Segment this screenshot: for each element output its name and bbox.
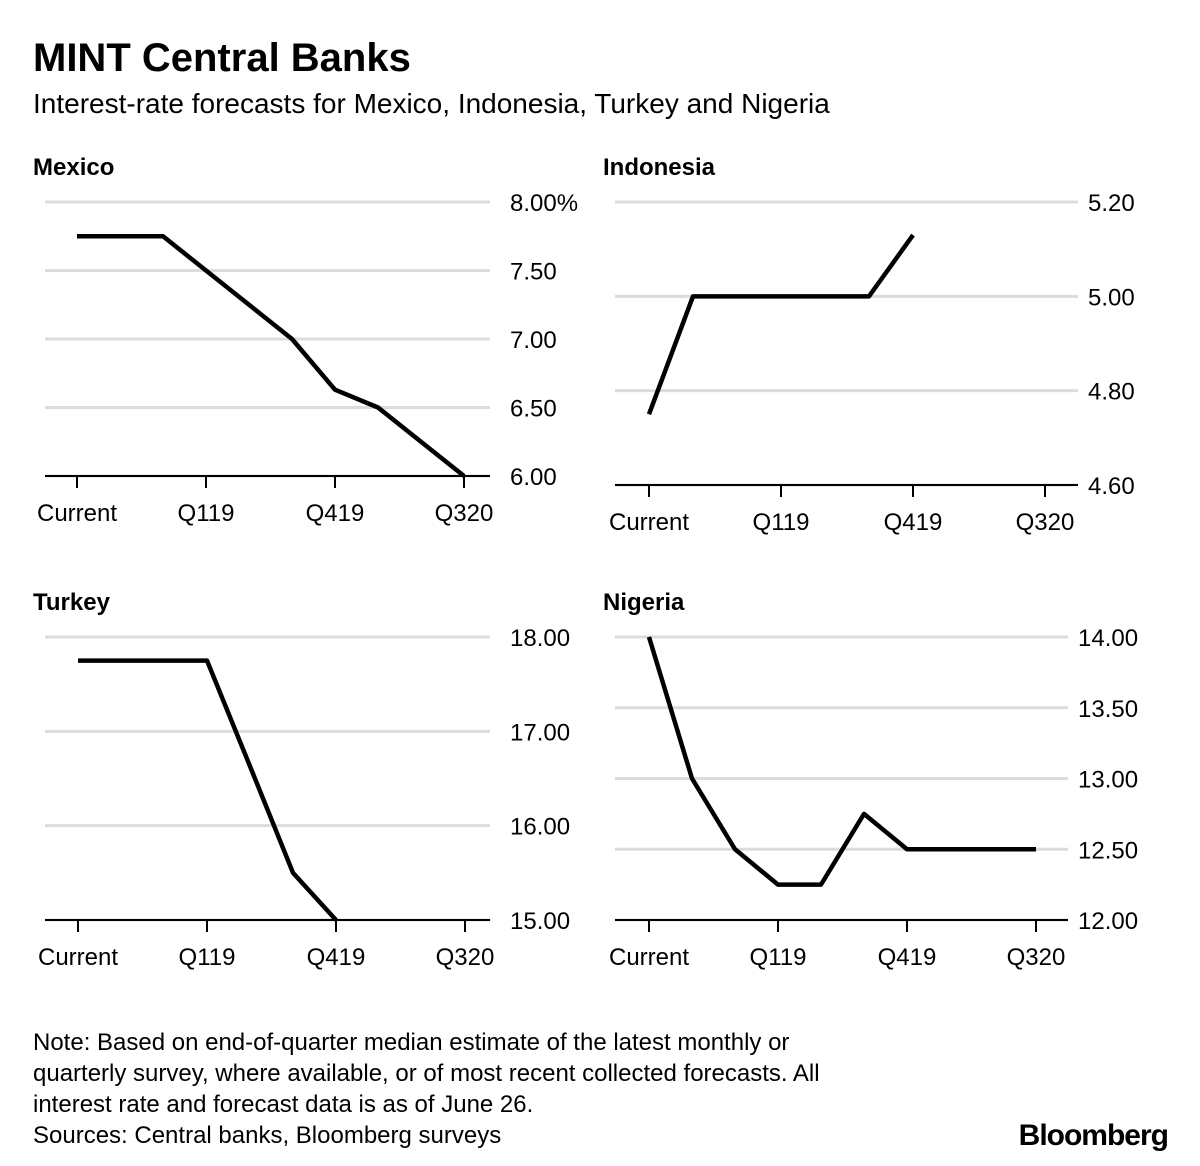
series-line xyxy=(77,234,466,478)
y-tick-label: 17.00 xyxy=(510,719,570,746)
x-tick-label: Current xyxy=(38,944,118,971)
x-tick-label: Q119 xyxy=(750,944,807,971)
x-tick-label: Current xyxy=(37,500,117,527)
x-tick-label: Q119 xyxy=(753,509,810,536)
x-tick-label: Q320 xyxy=(1007,944,1066,971)
x-tick-label: Q320 xyxy=(435,500,494,527)
y-tick-label: 7.50 xyxy=(510,259,557,286)
y-tick-label: 5.00 xyxy=(1088,284,1135,311)
x-tick-label: Current xyxy=(609,944,689,971)
series-line xyxy=(646,233,915,416)
y-tick-label: 18.00 xyxy=(510,625,570,652)
x-tick-label: Q320 xyxy=(1016,509,1075,536)
y-tick-label: 12.00 xyxy=(1078,908,1138,935)
y-tick-label: 4.60 xyxy=(1088,473,1135,500)
x-tick-label: Current xyxy=(609,509,689,536)
y-tick-label: 6.50 xyxy=(510,396,557,423)
title: MINT Central Banks xyxy=(33,36,411,80)
series-line xyxy=(78,658,338,922)
y-tick-label: 16.00 xyxy=(510,814,570,841)
y-tick-label: 4.80 xyxy=(1088,379,1135,406)
source: Sources: Central banks, Bloomberg survey… xyxy=(33,1122,501,1149)
note-line: quarterly survey, where available, or of… xyxy=(33,1060,820,1087)
y-tick-label: 8.00% xyxy=(510,190,578,217)
x-tick-label: Q419 xyxy=(884,509,943,536)
brand: Bloomberg xyxy=(1019,1119,1168,1152)
x-tick-label: Q419 xyxy=(878,944,937,971)
x-tick-label: Q119 xyxy=(179,944,236,971)
series-line xyxy=(646,636,1036,887)
panel-title: Mexico xyxy=(33,154,114,181)
y-tick-label: 12.50 xyxy=(1078,837,1138,864)
x-tick-label: Q419 xyxy=(307,944,366,971)
x-tick-label: Q119 xyxy=(178,500,235,527)
y-tick-label: 5.20 xyxy=(1088,190,1135,217)
y-tick-label: 7.00 xyxy=(510,327,557,354)
note-line: Note: Based on end-of-quarter median est… xyxy=(33,1029,789,1056)
y-tick-label: 13.00 xyxy=(1078,767,1138,794)
y-tick-label: 14.00 xyxy=(1078,625,1138,652)
subtitle: Interest-rate forecasts for Mexico, Indo… xyxy=(33,88,830,119)
x-tick-label: Q320 xyxy=(436,944,495,971)
panel-title: Nigeria xyxy=(603,589,685,616)
panel-title: Turkey xyxy=(33,589,111,616)
y-tick-label: 13.50 xyxy=(1078,696,1138,723)
y-tick-label: 15.00 xyxy=(510,908,570,935)
x-tick-label: Q419 xyxy=(306,500,365,527)
note-line: interest rate and forecast data is as of… xyxy=(33,1091,533,1118)
y-tick-label: 6.00 xyxy=(510,464,557,491)
panel-title: Indonesia xyxy=(603,154,716,181)
